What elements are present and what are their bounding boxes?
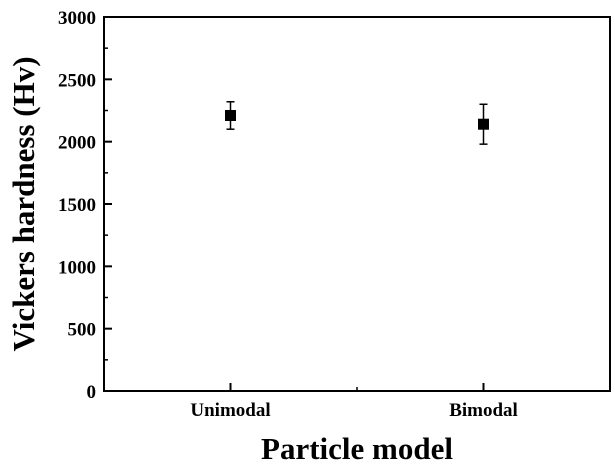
y-axis-ticks: 0 500 1000 1500 2000 2500 3000 xyxy=(58,8,112,403)
y-tick-label: 2500 xyxy=(58,70,96,91)
data-series xyxy=(225,101,489,145)
data-point xyxy=(478,118,489,130)
y-tick-label: 500 xyxy=(68,320,97,341)
y-axis-title: Vickers hardness (Hv) xyxy=(6,56,41,351)
y-tick-label: 2000 xyxy=(58,133,96,154)
x-tick-label: Bimodal xyxy=(449,400,518,421)
x-axis-ticks: Unimodal Bimodal xyxy=(103,383,611,421)
plot-frame xyxy=(103,16,611,392)
data-point xyxy=(225,109,236,121)
y-tick-label: 0 xyxy=(87,382,97,403)
y-tick-label: 1000 xyxy=(58,257,96,278)
y-tick-label: 1500 xyxy=(58,195,96,216)
x-tick-label: Unimodal xyxy=(190,400,270,421)
y-tick-label: 3000 xyxy=(58,8,96,29)
x-axis-title: Particle model xyxy=(261,431,453,466)
